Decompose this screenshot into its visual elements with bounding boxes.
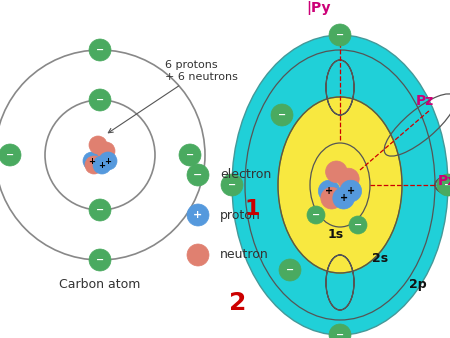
Text: −: − <box>96 205 104 215</box>
Circle shape <box>187 244 209 266</box>
Text: +: + <box>89 156 95 166</box>
Text: +: + <box>194 210 202 220</box>
Text: +: + <box>104 156 112 166</box>
Text: −: − <box>194 170 202 180</box>
Circle shape <box>89 199 111 221</box>
Circle shape <box>329 24 351 46</box>
Circle shape <box>93 156 111 174</box>
Text: Px: Px <box>437 174 450 188</box>
Circle shape <box>279 259 301 281</box>
Circle shape <box>271 104 293 126</box>
Circle shape <box>187 164 209 186</box>
Circle shape <box>321 187 342 209</box>
Text: |Py: |Py <box>306 1 330 15</box>
Circle shape <box>349 216 367 234</box>
Text: +: + <box>340 193 348 203</box>
Circle shape <box>329 324 351 338</box>
Text: 6 protons
+ 6 neutrons: 6 protons + 6 neutrons <box>108 60 238 133</box>
Text: −: − <box>336 330 344 338</box>
Text: −: − <box>278 110 286 120</box>
Text: −: − <box>336 30 344 40</box>
Circle shape <box>89 249 111 271</box>
Text: −: − <box>96 95 104 105</box>
Text: Carbon atom: Carbon atom <box>59 279 141 291</box>
Circle shape <box>319 180 340 202</box>
Text: Pz: Pz <box>416 94 434 108</box>
Text: −: − <box>96 45 104 55</box>
Text: +: + <box>99 161 105 169</box>
Circle shape <box>326 161 347 183</box>
Circle shape <box>340 180 362 202</box>
Text: −: − <box>6 150 14 160</box>
Circle shape <box>0 144 21 166</box>
Text: 2s: 2s <box>372 252 388 265</box>
Circle shape <box>338 168 359 190</box>
Text: −: − <box>186 150 194 160</box>
Circle shape <box>333 187 355 209</box>
Circle shape <box>179 144 201 166</box>
Text: −: − <box>312 210 320 220</box>
Text: 2: 2 <box>230 291 247 315</box>
Text: −: − <box>286 265 294 275</box>
Circle shape <box>437 174 450 196</box>
Ellipse shape <box>232 35 448 335</box>
Text: −: − <box>444 180 450 190</box>
Text: electron: electron <box>220 169 271 182</box>
Text: +: + <box>347 186 355 196</box>
Text: 2p: 2p <box>409 278 427 291</box>
Circle shape <box>89 136 107 154</box>
Text: proton: proton <box>220 209 261 221</box>
Text: 1: 1 <box>244 199 260 219</box>
Circle shape <box>85 156 103 174</box>
Text: 1s: 1s <box>328 228 344 241</box>
Circle shape <box>187 204 209 226</box>
Text: −: − <box>354 220 362 230</box>
Circle shape <box>97 142 115 160</box>
Circle shape <box>307 206 325 224</box>
Ellipse shape <box>278 97 402 273</box>
Text: −: − <box>228 180 236 190</box>
Circle shape <box>221 174 243 196</box>
Text: −: − <box>96 255 104 265</box>
Text: +: + <box>325 186 333 196</box>
Circle shape <box>83 152 101 170</box>
Circle shape <box>89 39 111 61</box>
Circle shape <box>89 89 111 111</box>
Text: neutron: neutron <box>220 248 269 262</box>
Circle shape <box>99 152 117 170</box>
